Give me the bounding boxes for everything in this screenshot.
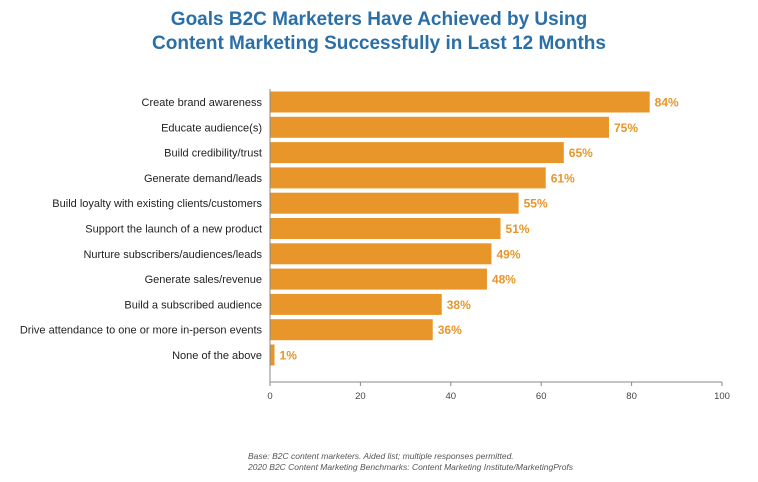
- bar-2: [270, 142, 564, 164]
- bar-9: [270, 319, 433, 341]
- chart-footer: Base: B2C content marketers. Aided list;…: [248, 451, 573, 473]
- footer-source-note: 2020 B2C Content Marketing Benchmarks: C…: [248, 462, 574, 472]
- category-label-3: Generate demand/leads: [144, 173, 263, 185]
- category-label-10: None of the above: [172, 350, 262, 362]
- x-tick-label-1: 20: [355, 391, 366, 402]
- bar-4: [270, 192, 519, 214]
- value-label-9: 36%: [438, 323, 462, 337]
- category-label-6: Nurture subscribers/audiences/leads: [83, 249, 262, 261]
- bar-6: [270, 243, 492, 265]
- category-label-7: Generate sales/revenue: [145, 274, 262, 286]
- value-label-6: 49%: [496, 247, 520, 261]
- chart-title-line-2: Content Marketing Successfully in Last 1…: [152, 33, 606, 54]
- x-tick-label-5: 100: [714, 391, 730, 402]
- x-tick-label-2: 40: [446, 391, 457, 402]
- value-label-10: 1%: [280, 349, 298, 363]
- category-label-2: Build credibility/trust: [164, 148, 262, 160]
- category-label-0: Create brand awareness: [142, 97, 263, 109]
- bar-1: [270, 116, 609, 138]
- category-label-1: Educate audience(s): [161, 122, 262, 134]
- bar-10: [270, 344, 275, 366]
- value-label-7: 48%: [492, 273, 516, 287]
- value-label-4: 55%: [524, 197, 548, 211]
- chart-title-line-1: Goals B2C Marketers Have Achieved by Usi…: [170, 9, 588, 30]
- value-label-8: 38%: [447, 298, 471, 312]
- bar-8: [270, 293, 442, 315]
- value-label-1: 75%: [614, 121, 638, 135]
- value-label-3: 61%: [551, 171, 575, 185]
- bar-3: [270, 167, 546, 189]
- value-label-5: 51%: [506, 222, 530, 236]
- x-tick-label-3: 60: [536, 391, 547, 402]
- x-tick-label-0: 0: [267, 391, 272, 402]
- category-label-8: Build a subscribed audience: [124, 299, 262, 311]
- category-label-9: Drive attendance to one or more in-perso…: [20, 325, 263, 337]
- value-label-0: 84%: [655, 96, 679, 110]
- category-label-5: Support the launch of a new product: [85, 224, 262, 236]
- bar-5: [270, 218, 501, 239]
- bar-0: [270, 91, 650, 113]
- x-tick-label-4: 80: [626, 391, 637, 402]
- footer-base-note: Base: B2C content marketers. Aided list;…: [248, 451, 514, 461]
- bar-7: [270, 268, 487, 290]
- value-label-2: 65%: [569, 146, 593, 160]
- chart-title: Goals B2C Marketers Have Achieved by Usi…: [0, 8, 758, 56]
- category-label-4: Build loyalty with existing clients/cust…: [52, 198, 262, 210]
